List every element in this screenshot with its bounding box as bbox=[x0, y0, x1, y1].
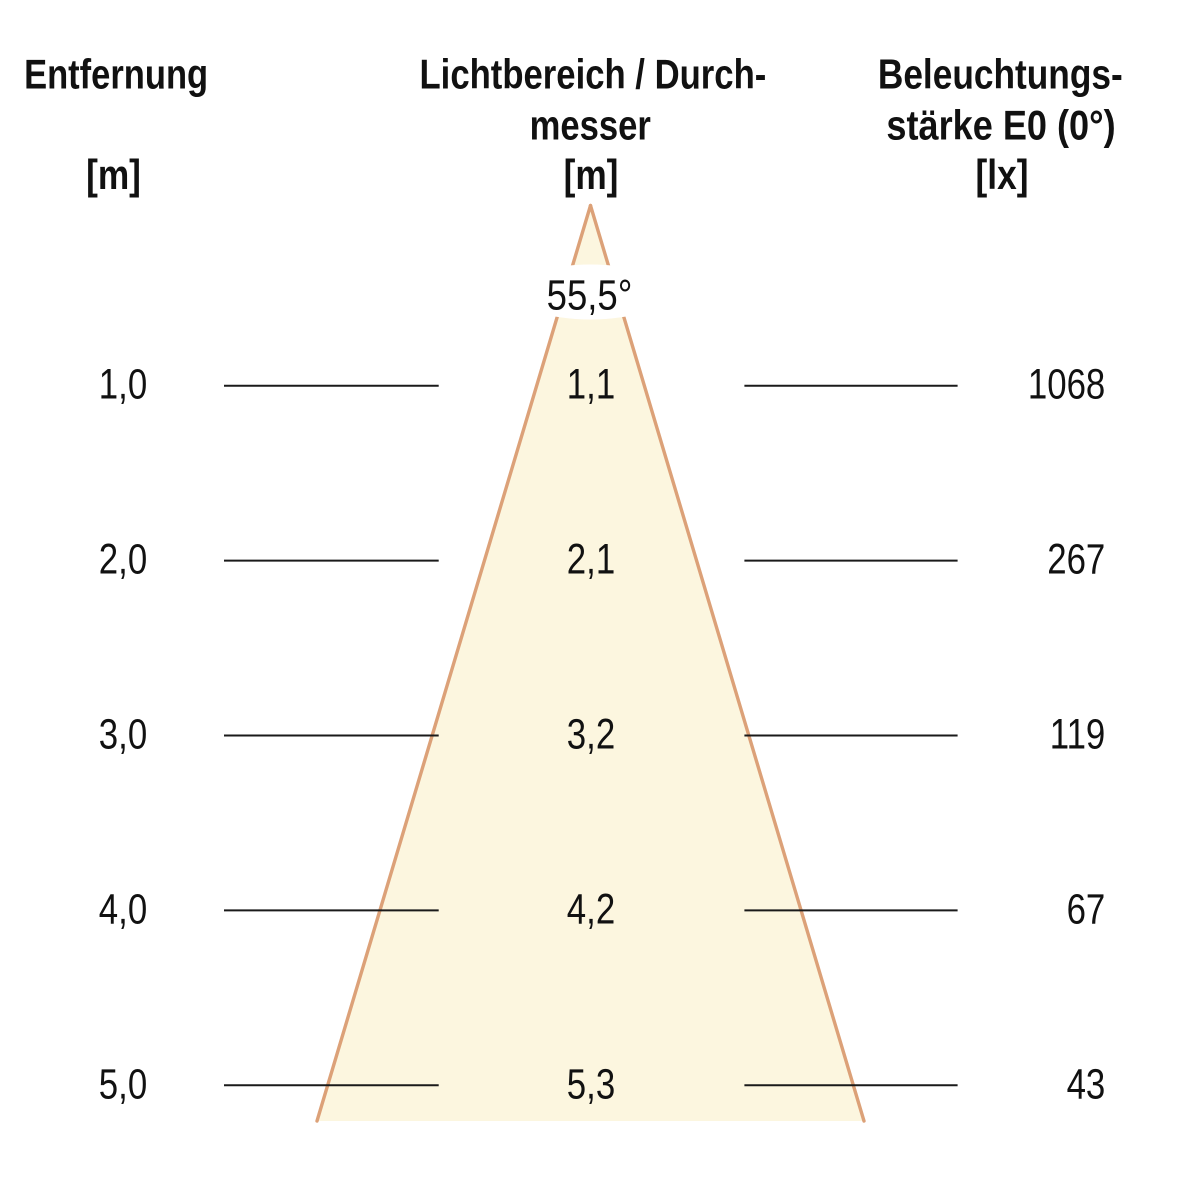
svg-text:119: 119 bbox=[1050, 711, 1106, 758]
svg-text:[m]: [m] bbox=[86, 152, 141, 199]
svg-text:55,5°: 55,5° bbox=[547, 272, 633, 319]
svg-text:3,0: 3,0 bbox=[99, 711, 147, 758]
svg-text:5,0: 5,0 bbox=[99, 1061, 147, 1108]
svg-text:1,0: 1,0 bbox=[99, 361, 147, 408]
svg-text:2,1: 2,1 bbox=[567, 536, 615, 583]
svg-text:2,0: 2,0 bbox=[99, 536, 147, 583]
svg-text:stärke E0 (0°): stärke E0 (0°) bbox=[886, 103, 1115, 149]
svg-text:267: 267 bbox=[1047, 536, 1105, 583]
svg-text:4,2: 4,2 bbox=[567, 886, 615, 933]
svg-text:1068: 1068 bbox=[1028, 361, 1105, 408]
svg-text:1,1: 1,1 bbox=[567, 361, 615, 408]
svg-text:4,0: 4,0 bbox=[99, 886, 147, 933]
svg-text:3,2: 3,2 bbox=[567, 711, 615, 758]
svg-text:messer: messer bbox=[530, 102, 651, 149]
svg-text:67: 67 bbox=[1067, 886, 1106, 933]
svg-text:Beleuchtungs-: Beleuchtungs- bbox=[878, 52, 1123, 99]
svg-text:43: 43 bbox=[1067, 1061, 1106, 1108]
svg-text:Entfernung: Entfernung bbox=[24, 51, 208, 98]
svg-text:[m]: [m] bbox=[564, 152, 619, 199]
svg-text:5,3: 5,3 bbox=[567, 1061, 615, 1108]
svg-text:[lx]: [lx] bbox=[976, 152, 1029, 199]
svg-text:Lichtbereich / Durch-: Lichtbereich / Durch- bbox=[420, 51, 767, 98]
